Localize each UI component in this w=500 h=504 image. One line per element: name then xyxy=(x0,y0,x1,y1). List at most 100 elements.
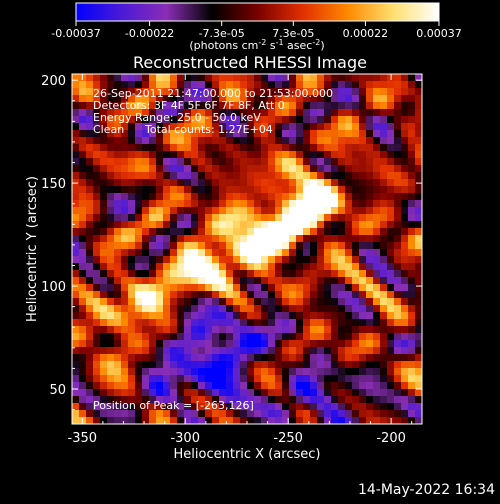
heatmap-cell xyxy=(387,200,395,208)
heatmap-cell xyxy=(366,410,374,418)
heatmap-cell xyxy=(338,130,346,138)
heatmap-cell xyxy=(86,333,94,341)
heatmap-cell xyxy=(205,214,213,222)
heatmap-cell xyxy=(345,151,353,159)
heatmap-cell xyxy=(205,312,213,320)
heatmap-cell xyxy=(184,88,192,96)
heatmap-cell xyxy=(324,326,332,334)
heatmap-cell xyxy=(156,256,164,264)
heatmap-cell xyxy=(177,382,185,390)
heatmap-cell xyxy=(401,249,409,257)
heatmap-cell xyxy=(93,389,101,397)
heatmap-cell xyxy=(387,326,395,334)
heatmap-cell xyxy=(387,298,395,306)
heatmap-cell xyxy=(163,74,171,82)
heatmap-cell xyxy=(142,403,150,411)
heatmap-cell xyxy=(408,312,416,320)
heatmap-cell xyxy=(79,102,87,110)
heatmap-cell xyxy=(247,242,255,250)
heatmap-cell xyxy=(310,151,318,159)
heatmap-cell xyxy=(86,130,94,138)
heatmap-cell xyxy=(191,95,199,103)
heatmap-cell xyxy=(170,95,178,103)
heatmap-cell xyxy=(289,137,297,145)
heatmap-cell xyxy=(128,361,136,369)
heatmap-cell xyxy=(226,396,234,404)
heatmap-cell xyxy=(338,291,346,299)
heatmap-cell xyxy=(380,368,388,376)
heatmap-cell xyxy=(247,249,255,257)
heatmap-cell xyxy=(233,375,241,383)
heatmap-cell xyxy=(114,312,122,320)
heatmap-cell xyxy=(233,221,241,229)
heatmap-cell xyxy=(86,88,94,96)
heatmap-cell xyxy=(275,137,283,145)
heatmap-cell xyxy=(275,368,283,376)
heatmap-cell xyxy=(373,165,381,173)
heatmap-cell xyxy=(212,389,220,397)
heatmap-cell xyxy=(415,193,422,201)
heatmap-cell xyxy=(366,88,374,96)
heatmap-cell xyxy=(247,319,255,327)
heatmap-cell xyxy=(93,319,101,327)
heatmap-cell xyxy=(268,284,276,292)
heatmap-cell xyxy=(156,88,164,96)
heatmap-cell xyxy=(198,277,206,285)
heatmap-cell xyxy=(233,249,241,257)
heatmap-cell xyxy=(324,221,332,229)
heatmap-cell xyxy=(107,249,115,257)
colorbar-tick-label: -0.00037 xyxy=(51,27,100,40)
heatmap-cell xyxy=(184,130,192,138)
heatmap-cell xyxy=(296,179,304,187)
heatmap-cell xyxy=(254,144,262,152)
heatmap-cell xyxy=(100,242,108,250)
heatmap-cell xyxy=(394,284,402,292)
heatmap-cell xyxy=(331,200,339,208)
heatmap-cell xyxy=(191,214,199,222)
heatmap-cell xyxy=(226,137,234,145)
heatmap-cell xyxy=(156,284,164,292)
heatmap-cell xyxy=(135,165,143,173)
heatmap-cell xyxy=(156,382,164,390)
heatmap-cell xyxy=(240,214,248,222)
heatmap-cell xyxy=(100,172,108,180)
heatmap-cell xyxy=(352,333,360,341)
heatmap-cell xyxy=(156,200,164,208)
heatmap-cell xyxy=(149,165,157,173)
heatmap-cell xyxy=(114,326,122,334)
heatmap-cell xyxy=(324,263,332,271)
heatmap-cell xyxy=(247,123,255,131)
heatmap-cell xyxy=(303,277,311,285)
heatmap-cell xyxy=(401,242,409,250)
heatmap-cell xyxy=(394,179,402,187)
heatmap-cell xyxy=(415,298,422,306)
heatmap-cell xyxy=(359,361,367,369)
heatmap-cell xyxy=(401,312,409,320)
heatmap-cell xyxy=(394,95,402,103)
heatmap-cell xyxy=(86,151,94,159)
heatmap-cell xyxy=(198,81,206,89)
heatmap-cell xyxy=(261,200,269,208)
heatmap-cell xyxy=(289,382,297,390)
heatmap-cell xyxy=(163,389,171,397)
heatmap-cell xyxy=(366,172,374,180)
x-axis-label: Heliocentric X (arcsec) xyxy=(174,447,321,462)
heatmap-cell xyxy=(100,298,108,306)
heatmap-cell xyxy=(191,291,199,299)
heatmap-cell xyxy=(212,228,220,236)
heatmap-cell xyxy=(401,151,409,159)
heatmap-cell xyxy=(310,130,318,138)
heatmap-cell xyxy=(331,326,339,334)
heatmap-cell xyxy=(401,102,409,110)
heatmap-cell xyxy=(184,123,192,131)
heatmap-cell xyxy=(408,375,416,383)
heatmap-cell xyxy=(275,256,283,264)
heatmap-cell xyxy=(359,291,367,299)
heatmap-cell xyxy=(310,95,318,103)
heatmap-cell xyxy=(338,221,346,229)
colorbar-gradient xyxy=(75,2,440,22)
heatmap-cell xyxy=(247,277,255,285)
heatmap-cell xyxy=(156,277,164,285)
heatmap-cell xyxy=(100,368,108,376)
